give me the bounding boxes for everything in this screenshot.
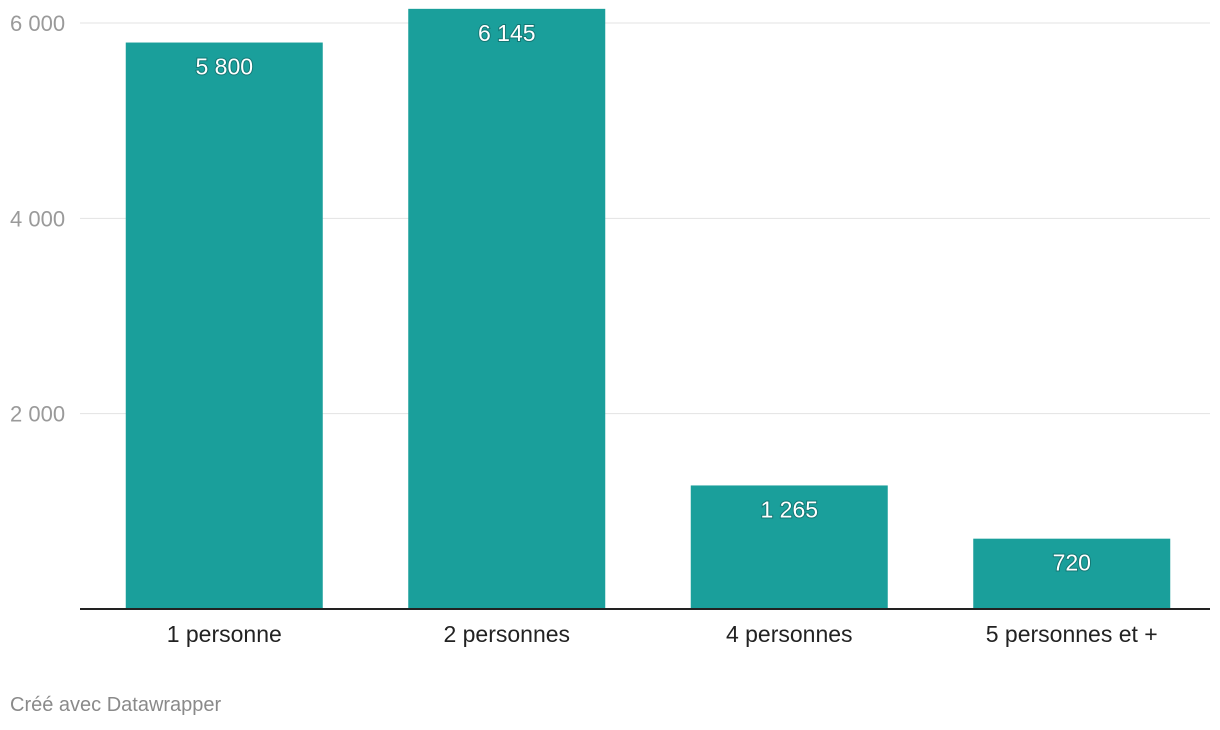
bar-value-label: 720 [1053,550,1091,576]
y-tick-label: 4 000 [10,206,65,231]
x-category-label: 1 personne [167,621,282,647]
x-category-label: 2 personnes [443,621,570,647]
y-tick-label: 2 000 [10,402,65,427]
x-category-label: 4 personnes [726,621,853,647]
y-tick-label: 6 000 [10,11,65,36]
value-labels: 5 800 6 145 1 265 720 [194,19,1091,577]
x-category-label: 5 personnes et + [986,621,1158,647]
footer-credit: Créé avec Datawrapper [10,694,222,716]
bar [125,42,323,610]
axes: 2 000 4 000 6 000 1 personne 2 personnes 4 pe… [10,11,1210,647]
bar [408,8,606,610]
bar [690,485,888,609]
bar [973,538,1171,609]
bar-value-label: 5 800 [195,54,253,80]
bar-value-label: 6 145 [478,20,536,46]
bar-value-label: 1 265 [760,496,818,522]
bars [125,8,1171,610]
